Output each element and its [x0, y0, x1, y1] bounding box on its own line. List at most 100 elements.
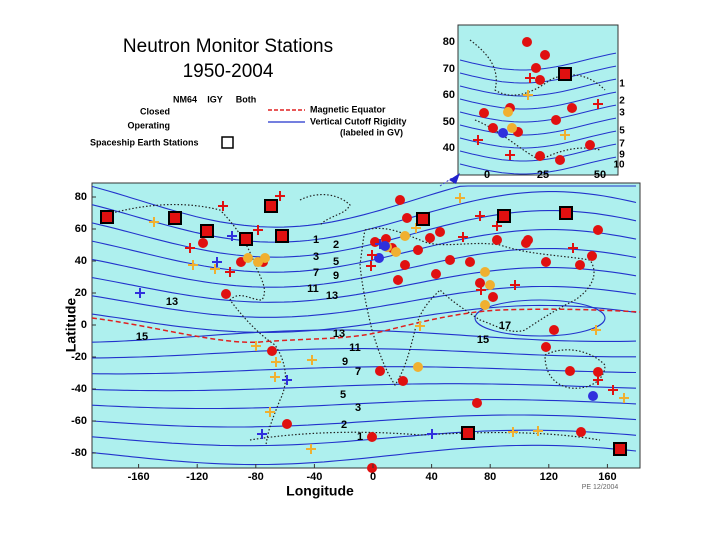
legend-label: Vertical Cutoff Rigidity: [310, 116, 407, 126]
station-dot: [243, 253, 253, 263]
station-dot: [535, 151, 545, 161]
cutoff-contour: [91, 210, 637, 258]
y-tick-label: 0: [81, 319, 87, 331]
cutoff-contour: [91, 329, 637, 343]
y-tick-label: 40: [75, 255, 87, 267]
station-cross: [510, 280, 520, 290]
station-dot: [267, 346, 277, 356]
contour-label: 11: [349, 342, 361, 354]
legend-column: IGY: [207, 94, 223, 104]
inset-pointer: [439, 177, 453, 187]
station-dot: [593, 367, 603, 377]
cutoff-contour: [91, 247, 637, 288]
station-cross: [560, 130, 570, 140]
x-tick-label: 160: [598, 471, 616, 483]
station-dot: [198, 238, 208, 248]
x-tick-label: -160: [128, 471, 150, 483]
station-dot: [576, 427, 586, 437]
station-dot: [479, 108, 489, 118]
station-dot: [535, 75, 545, 85]
x-tick-label: 120: [540, 471, 558, 483]
legend-square: [221, 136, 234, 149]
station-cross: [415, 321, 425, 331]
coast-greenland: [299, 193, 351, 226]
station-cross: [458, 232, 468, 242]
station-cross: [225, 267, 235, 277]
spaceship-station: [497, 209, 511, 223]
station-dot: [540, 50, 550, 60]
contour-label: 5: [333, 256, 339, 268]
legend-row: Operating: [127, 120, 170, 130]
station-dot: [575, 260, 585, 270]
station-dot: [541, 257, 551, 267]
y-tick-label: -40: [71, 383, 87, 395]
inset-y-tick-label: 40: [443, 142, 455, 154]
inset-contour-label: 2: [619, 96, 625, 107]
inset-contour: [459, 130, 617, 149]
cutoff-contour: [91, 285, 637, 318]
station-dot: [588, 391, 598, 401]
y-tick-label: 60: [75, 223, 87, 235]
contour-label: 11: [307, 283, 319, 295]
y-tick-label: -60: [71, 415, 87, 427]
legend-column: Both: [236, 94, 257, 104]
station-dot: [402, 213, 412, 223]
x-axis-label: Longitude: [286, 483, 354, 499]
spaceship-station: [264, 199, 278, 213]
inset-x-tick-label: 50: [594, 169, 606, 181]
station-dot: [395, 195, 405, 205]
spaceship-station: [461, 426, 475, 440]
station-cross: [212, 257, 222, 267]
station-dot: [367, 463, 377, 473]
spaceship-station: [168, 211, 182, 225]
station-cross: [210, 264, 220, 274]
contour-label: 1: [313, 234, 319, 246]
station-dot: [593, 225, 603, 235]
contour-label: 15: [136, 331, 148, 343]
station-dot: [400, 231, 410, 241]
legend-row: Closed: [140, 106, 170, 116]
station-dot: [375, 366, 385, 376]
station-dot: [480, 300, 490, 310]
station-dot: [475, 278, 485, 288]
x-tick-label: 80: [484, 471, 496, 483]
contour-label: 3: [313, 251, 319, 263]
station-dot: [522, 37, 532, 47]
station-dot: [498, 128, 508, 138]
station-dot: [260, 253, 270, 263]
station-dot: [555, 155, 565, 165]
station-dot: [425, 233, 435, 243]
station-cross: [257, 429, 267, 439]
station-cross: [593, 99, 603, 109]
station-dot: [507, 123, 517, 133]
contour-label: 13: [333, 328, 345, 340]
station-dot: [221, 289, 231, 299]
station-dot: [585, 140, 595, 150]
station-dot: [523, 235, 533, 245]
inset-contour-label: 3: [619, 108, 625, 119]
inset-contour-label: 1: [619, 79, 625, 90]
x-tick-label: -120: [186, 471, 208, 483]
station-cross: [505, 150, 515, 160]
station-cross: [265, 407, 275, 417]
station-cross: [270, 372, 280, 382]
station-cross: [271, 357, 281, 367]
station-dot: [587, 251, 597, 261]
station-dot: [435, 227, 445, 237]
contour-label: 13: [166, 296, 178, 308]
station-dot: [398, 376, 408, 386]
station-dot: [488, 123, 498, 133]
station-cross: [523, 90, 533, 100]
inset-contour: [459, 156, 617, 175]
contour-label: 5: [340, 389, 346, 401]
station-cross: [253, 225, 263, 235]
station-cross: [608, 385, 618, 395]
station-cross: [427, 429, 437, 439]
spaceship-station: [613, 442, 627, 456]
station-cross: [366, 261, 376, 271]
station-cross: [591, 325, 601, 335]
cutoff-contour: [91, 266, 637, 303]
cutoff-contour: [91, 399, 637, 410]
station-dot: [413, 245, 423, 255]
